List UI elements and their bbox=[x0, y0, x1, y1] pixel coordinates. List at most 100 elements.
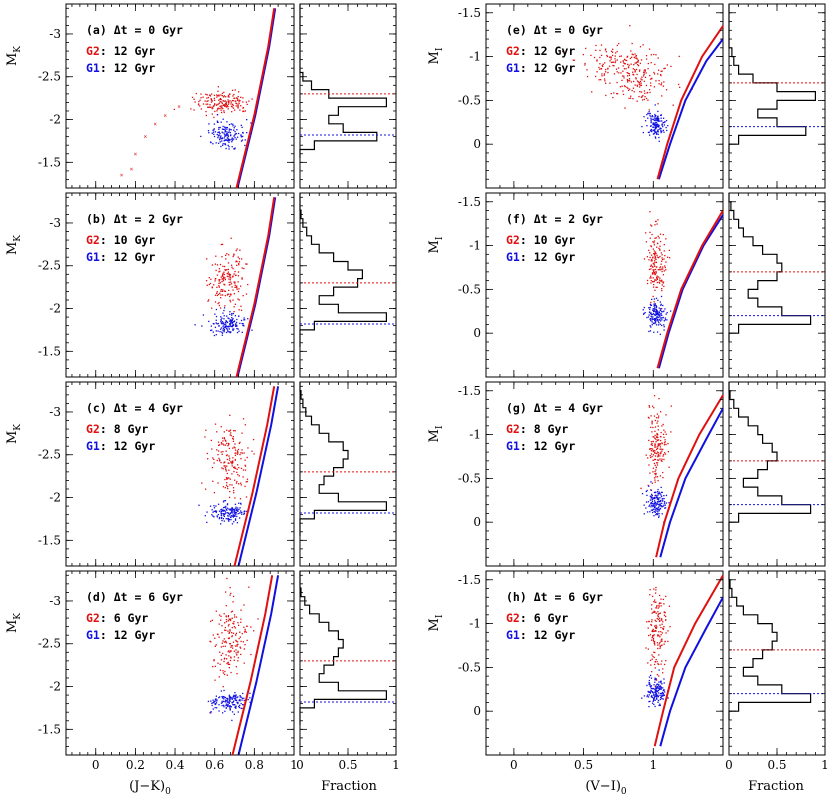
g2-star bbox=[235, 652, 237, 654]
g2-star bbox=[647, 662, 649, 664]
g2-star bbox=[239, 631, 241, 633]
g1-star bbox=[656, 491, 659, 493]
g1-star bbox=[657, 119, 660, 121]
g2-star bbox=[648, 268, 651, 271]
g2-star bbox=[665, 414, 667, 416]
g1-star bbox=[657, 507, 659, 509]
g2-star bbox=[214, 110, 216, 113]
g2-star bbox=[601, 73, 603, 75]
g2-star bbox=[634, 53, 636, 55]
g1-star bbox=[658, 307, 660, 309]
g2-star bbox=[209, 106, 211, 108]
g2-star bbox=[656, 242, 659, 245]
g1-star bbox=[237, 510, 239, 512]
g1-star bbox=[206, 521, 208, 524]
g2-star bbox=[233, 97, 236, 99]
g1-star bbox=[648, 485, 650, 487]
g2-star bbox=[232, 489, 235, 492]
g1-star bbox=[235, 695, 237, 697]
g2-star bbox=[654, 444, 656, 446]
g2-star bbox=[210, 620, 212, 622]
g1-star bbox=[221, 697, 224, 699]
g2-star bbox=[656, 626, 658, 628]
g2-star bbox=[623, 68, 626, 70]
g1-star bbox=[221, 509, 224, 511]
g1-star bbox=[228, 326, 230, 328]
g2-star bbox=[661, 425, 663, 427]
g1-star bbox=[649, 504, 651, 506]
g2-star bbox=[610, 50, 613, 52]
g2-star bbox=[221, 92, 224, 95]
g2-star bbox=[206, 94, 208, 96]
g2-star bbox=[615, 68, 618, 70]
g2-star bbox=[654, 289, 656, 291]
g2-isochrone bbox=[656, 209, 724, 369]
g1-star bbox=[236, 325, 238, 327]
g1-star bbox=[229, 700, 231, 702]
g2-star bbox=[230, 101, 233, 103]
g2-star bbox=[229, 643, 232, 645]
g2-star bbox=[657, 433, 659, 436]
g2-star bbox=[599, 56, 601, 59]
g2-star bbox=[608, 65, 611, 67]
g2-star bbox=[665, 261, 667, 263]
g1-star bbox=[234, 706, 236, 708]
g2-star bbox=[237, 448, 240, 451]
panel-frame bbox=[65, 192, 295, 378]
g2-star bbox=[239, 100, 241, 102]
g2-star bbox=[650, 301, 652, 304]
g2-star bbox=[656, 275, 658, 277]
g2-star bbox=[605, 71, 607, 73]
g1-star bbox=[241, 331, 243, 334]
g2-star bbox=[600, 54, 603, 57]
k-x-tick-label: 0.8 bbox=[245, 758, 264, 772]
g1-star bbox=[662, 121, 664, 124]
g1-star bbox=[244, 139, 246, 141]
g2-star bbox=[227, 462, 229, 464]
g2-star bbox=[605, 94, 607, 97]
g1-star bbox=[225, 701, 227, 703]
g1-star bbox=[659, 309, 661, 311]
g1-star bbox=[220, 320, 222, 323]
g2-star bbox=[650, 224, 652, 226]
g2-star bbox=[625, 59, 628, 62]
g2-star bbox=[634, 71, 636, 73]
g2-star bbox=[240, 96, 242, 98]
histogram-steps bbox=[728, 4, 816, 153]
g1-star bbox=[653, 498, 655, 500]
g1-star bbox=[654, 691, 656, 693]
g2-star bbox=[653, 73, 656, 75]
g1-star bbox=[236, 507, 239, 509]
g1-star bbox=[241, 126, 243, 129]
g1-star bbox=[654, 311, 657, 313]
legend-g1: G1: 12 Gyr bbox=[506, 250, 575, 264]
g1-star bbox=[654, 319, 656, 321]
g1-star bbox=[657, 695, 659, 698]
g1-star bbox=[657, 120, 660, 122]
g2-star bbox=[650, 62, 652, 64]
g2-star bbox=[661, 458, 663, 460]
g1-star bbox=[654, 307, 656, 309]
histogram-steps bbox=[728, 571, 812, 720]
g2-star bbox=[659, 446, 662, 448]
g1-star bbox=[658, 515, 660, 517]
g2-star bbox=[620, 55, 623, 57]
g2-star bbox=[662, 455, 664, 457]
g2-star bbox=[653, 651, 655, 653]
g2-star bbox=[236, 248, 238, 250]
g2-isochrone bbox=[656, 25, 724, 180]
g1-star bbox=[229, 139, 231, 141]
g1-star bbox=[223, 506, 226, 508]
g1-star bbox=[239, 512, 241, 514]
g1-star bbox=[651, 503, 654, 505]
g2-star bbox=[658, 282, 661, 284]
g1-star bbox=[657, 318, 659, 321]
g2-star bbox=[246, 103, 248, 106]
g2-star bbox=[245, 496, 248, 498]
g1-star bbox=[235, 321, 238, 324]
g1-star bbox=[232, 516, 235, 518]
g1-star bbox=[241, 704, 244, 706]
g2-star bbox=[657, 443, 660, 445]
g1-star bbox=[648, 691, 650, 694]
g1-star bbox=[221, 519, 223, 522]
